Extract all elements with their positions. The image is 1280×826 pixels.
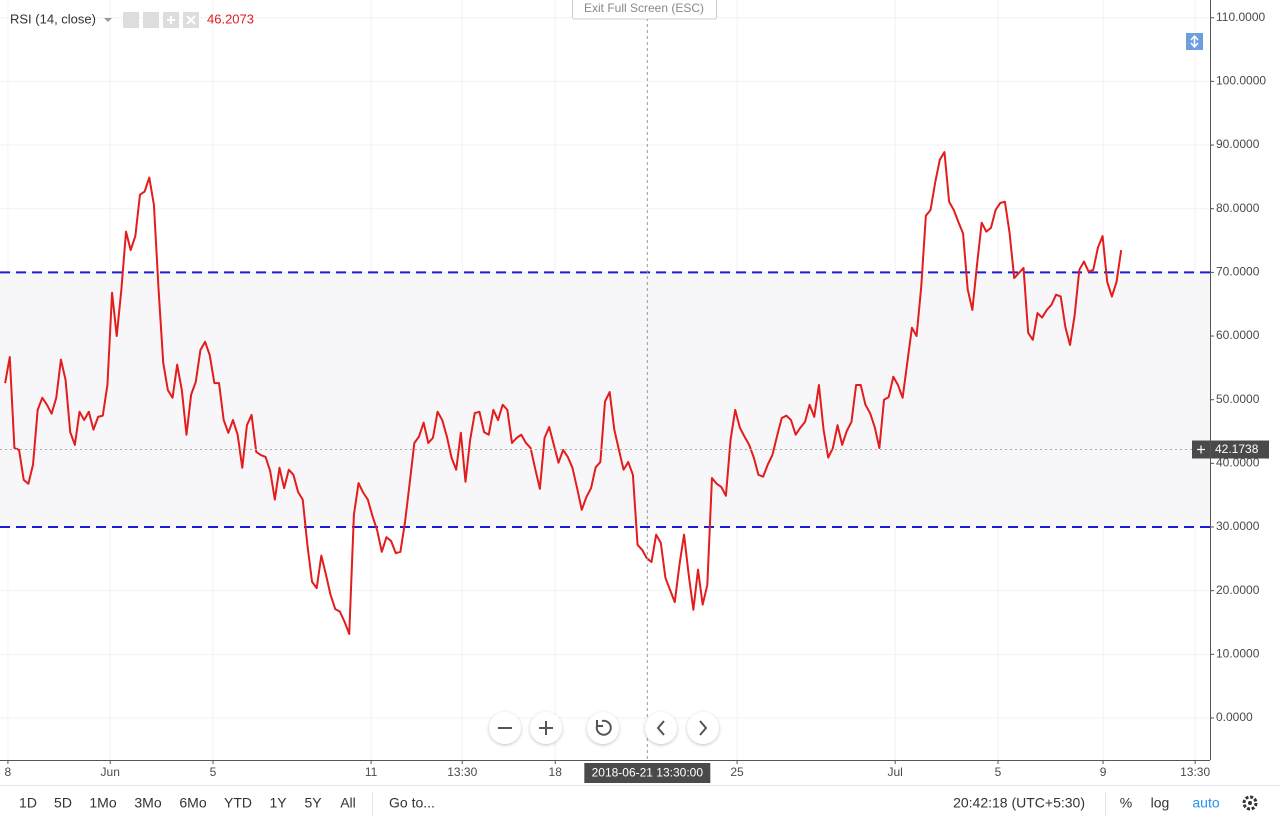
x-tick-label: 8 xyxy=(5,765,12,779)
levels xyxy=(0,271,1210,529)
y-tick-label: 20.0000 xyxy=(1216,583,1260,597)
y-tick-label: 100.0000 xyxy=(1216,74,1266,88)
range-button[interactable]: 1Y xyxy=(269,795,287,811)
crosshair-y-label: 42.1738 xyxy=(1215,442,1259,456)
range-button[interactable]: 1D xyxy=(19,795,37,811)
exit-fullscreen-button[interactable] xyxy=(572,0,717,20)
crosshair-y-label-box xyxy=(1211,440,1269,459)
x-tick-label: 5 xyxy=(995,765,1002,779)
x-tick-label: 9 xyxy=(1100,765,1107,779)
caret[interactable] xyxy=(104,18,112,22)
series xyxy=(4,151,1123,635)
range-button[interactable]: YTD xyxy=(224,795,252,811)
rsi-line xyxy=(4,151,1123,635)
range-button[interactable]: 6Mo xyxy=(179,795,206,811)
x-tick-label: 13:30 xyxy=(447,765,477,779)
indicator-value: 46.2073 xyxy=(207,11,254,26)
y-tick-label: 110.0000 xyxy=(1216,10,1265,24)
range-button[interactable]: 5D xyxy=(54,795,72,811)
x-tick-label: Jun xyxy=(101,765,120,779)
eye-icon[interactable] xyxy=(123,12,139,28)
x-tick-label: 13:30 xyxy=(1180,765,1210,779)
y-tick-label: 30.0000 xyxy=(1216,519,1260,533)
y-tick-label: 60.0000 xyxy=(1216,328,1260,342)
toolbar xyxy=(0,785,1280,826)
goto-button[interactable]: Go to... xyxy=(389,795,435,811)
y-tick-label: 10.0000 xyxy=(1216,646,1260,660)
gear-hub xyxy=(1248,801,1252,805)
gear-teeth xyxy=(1242,795,1258,811)
reset-glyph xyxy=(595,719,612,736)
icon-glyphs xyxy=(167,15,196,25)
range-button[interactable]: 5Y xyxy=(304,795,322,811)
y-tick-label: 70.0000 xyxy=(1216,265,1260,279)
nav-buttons xyxy=(489,712,719,744)
scale-icon-glyph xyxy=(1190,34,1199,49)
x-tick-label: 11 xyxy=(365,765,378,779)
range-button[interactable]: 1Mo xyxy=(89,795,116,811)
y-tick-label: 0.0000 xyxy=(1216,710,1253,724)
reset-button[interactable] xyxy=(587,712,619,744)
crosshair-x-label-box xyxy=(584,763,711,783)
scroll-right-glyph xyxy=(699,720,708,736)
exit-fullscreen-label: Exit Full Screen (ESC) xyxy=(584,1,704,15)
zoom-in-glyph xyxy=(539,721,553,735)
crosshair-x-label: 2018-06-21 13:30:00 xyxy=(592,766,704,780)
settings-icon[interactable] xyxy=(143,12,159,28)
scale-option[interactable]: auto xyxy=(1192,795,1219,811)
scroll-left-glyph xyxy=(656,720,665,736)
x-tick-label: Jul xyxy=(888,765,903,779)
y-tick-label: 90.0000 xyxy=(1216,137,1260,151)
scale-option[interactable]: log xyxy=(1151,795,1170,811)
range-button[interactable]: All xyxy=(340,795,356,811)
x-tick-label: 25 xyxy=(730,765,744,779)
indicator-name: RSI (14, close) xyxy=(10,11,96,26)
toolbar-items: 1D 5D 1Mo 3Mo 6Mo YTD 1Y 5Y All% log auto xyxy=(19,795,1220,811)
scale-option[interactable]: % xyxy=(1120,795,1132,811)
scroll-right-button[interactable] xyxy=(687,712,719,744)
y-tick-label: 50.0000 xyxy=(1216,392,1260,406)
x-tick-label: 18 xyxy=(549,765,563,779)
scroll-left-button[interactable] xyxy=(645,712,677,744)
plus-glyph xyxy=(1197,445,1205,454)
axes: 0.0000 10.0000 20.0000 30.0000 40.0000 50.000… xyxy=(0,0,1269,783)
settings-gear[interactable] xyxy=(1242,795,1258,811)
y-tick-label: 40.0000 xyxy=(1216,456,1260,470)
x-tick-label: 5 xyxy=(210,765,217,779)
clock: 20:42:18 (UTC+5:30) xyxy=(953,795,1085,811)
y-tick-label: 80.0000 xyxy=(1216,201,1260,215)
range-button[interactable]: 3Mo xyxy=(134,795,161,811)
